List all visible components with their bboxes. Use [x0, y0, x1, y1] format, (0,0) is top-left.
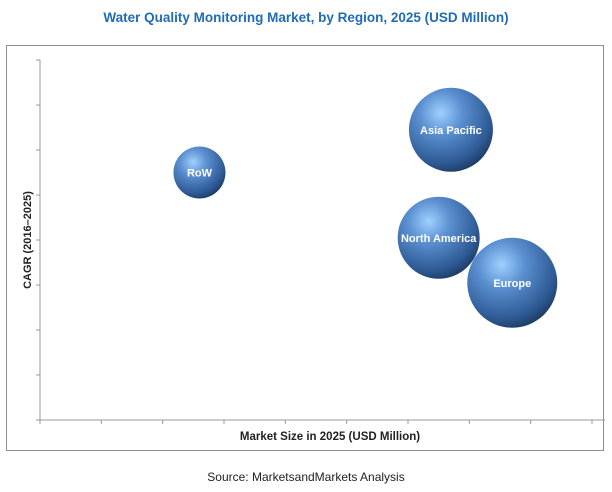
bubble-mark	[173, 146, 226, 199]
bubble-mark	[408, 87, 493, 172]
bubble-label: North America	[401, 233, 477, 245]
bubble-asia-pacific: Asia Pacific	[408, 87, 493, 172]
chart-title: Water Quality Monitoring Market, by Regi…	[103, 10, 509, 25]
bubble-row: RoW	[173, 146, 226, 199]
bubble-mark	[397, 196, 480, 279]
bubble-north-america: North America	[397, 196, 480, 279]
source-note: Source: MarketsandMarkets Analysis	[207, 470, 405, 484]
bubble-label: Asia Pacific	[420, 125, 482, 137]
y-axis-label: CAGR (2016–2025)	[22, 191, 34, 289]
bubble-label: RoW	[187, 168, 213, 180]
chart-frame	[6, 45, 604, 451]
bubble-mark	[467, 237, 558, 328]
x-axis-label: Market Size in 2025 (USD Million)	[240, 431, 420, 443]
bubble-europe: Europe	[467, 237, 558, 328]
bubble-label: Europe	[493, 278, 531, 290]
